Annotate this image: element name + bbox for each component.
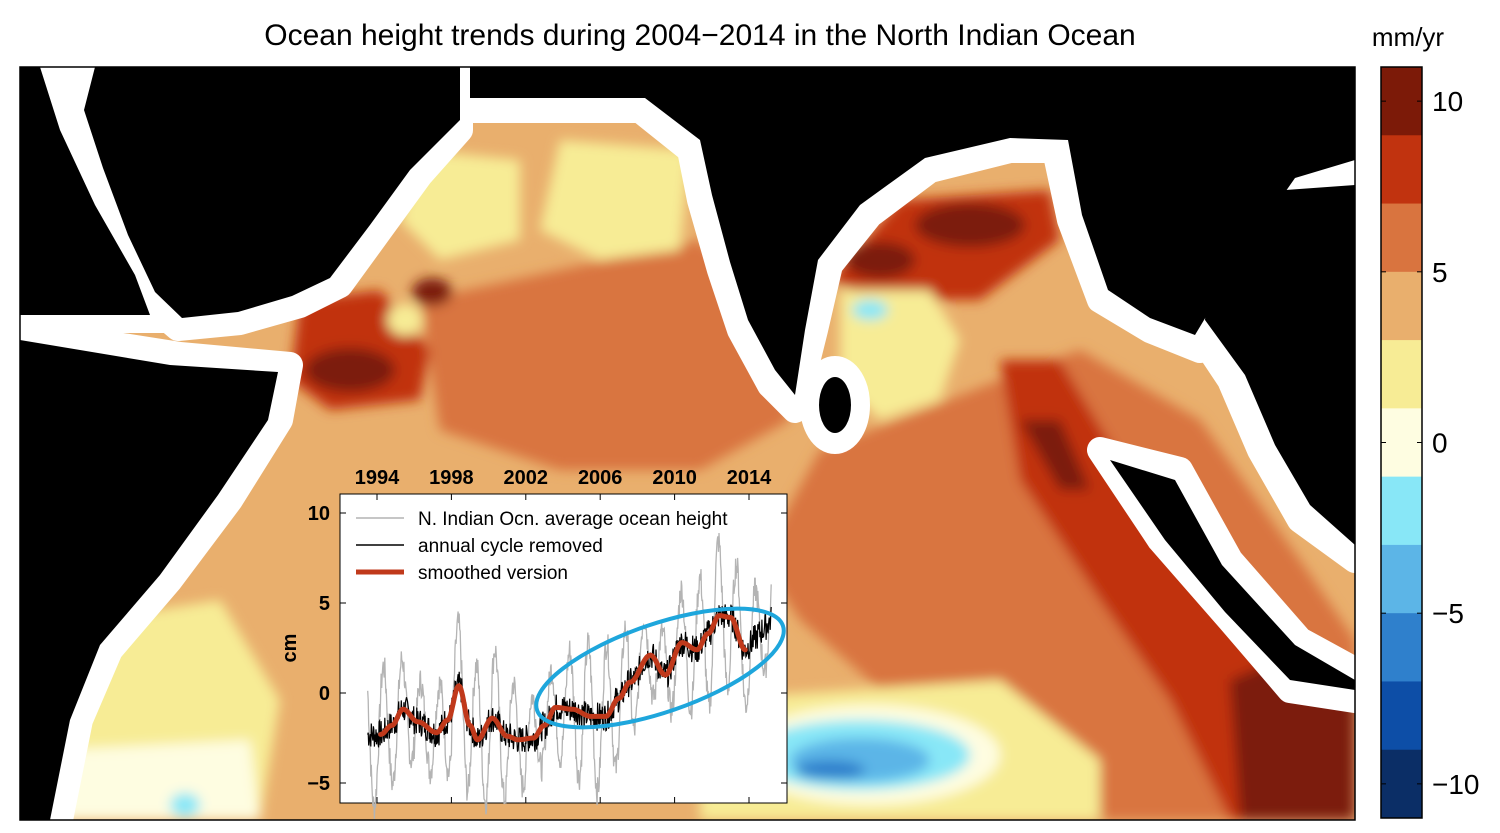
colorbar-tick-label: 5 <box>1432 257 1448 288</box>
colorbar-band <box>1381 408 1422 478</box>
legend-label: smoothed version <box>418 563 568 584</box>
axis-ticks <box>340 494 787 803</box>
colorbar-unit: mm/yr <box>1372 22 1445 52</box>
colorbar-band <box>1381 203 1422 273</box>
colorbar <box>1380 66 1423 819</box>
inset-chart: 1994 1998 2002 2006 2010 2014 10 5 0 −5 … <box>279 467 788 820</box>
land-asia-india <box>470 67 1355 395</box>
colorbar-tick-label: −10 <box>1432 769 1480 800</box>
series-smoothed <box>378 613 748 743</box>
x-tick-label: 2006 <box>578 467 623 489</box>
colorbar-band <box>1381 749 1422 819</box>
x-tick-label: 2014 <box>727 467 772 489</box>
land-southeast-asia <box>1205 185 1355 545</box>
legend-label: N. Indian Ocn. average ocean height <box>418 509 728 530</box>
colorbar-band <box>1381 476 1422 546</box>
colorbar-tick-label: −5 <box>1432 598 1464 629</box>
land-arabia <box>84 67 460 318</box>
land-sumatra <box>1110 460 1355 690</box>
colorbar-band <box>1381 681 1422 751</box>
map-title: Ocean height trends during 2004−2014 in … <box>264 19 1135 52</box>
y-axis-label: cm <box>279 634 301 663</box>
y-tick-label: −5 <box>307 773 330 795</box>
x-tick-label: 1998 <box>429 467 474 489</box>
colorbar-tick-label: 0 <box>1432 428 1448 459</box>
land-africa-north <box>20 67 150 315</box>
colorbar-tick-label: 10 <box>1432 86 1463 117</box>
trend-map <box>20 67 1355 820</box>
x-tick-label: 1994 <box>355 467 400 489</box>
x-tick-label: 2002 <box>504 467 549 489</box>
colorbar-band <box>1381 613 1422 682</box>
y-tick-label: 5 <box>319 593 330 615</box>
colorbar-band <box>1381 271 1422 341</box>
land-sri-lanka <box>819 377 851 433</box>
map-frame <box>19 66 1356 821</box>
y-tick-label: 0 <box>319 683 330 705</box>
land-africa-horn <box>20 340 278 820</box>
legend-label: annual cycle removed <box>418 536 603 557</box>
x-tick-label: 2010 <box>652 467 697 489</box>
colorbar-band <box>1381 544 1422 614</box>
legend: N. Indian Ocn. average ocean height annu… <box>356 509 728 584</box>
series-annual-cycle-removed <box>367 604 772 753</box>
colorbar-band <box>1381 67 1422 136</box>
highlight-ellipse <box>534 606 786 730</box>
colorbar-band <box>1381 340 1422 409</box>
series-average-ocean-height <box>367 532 772 820</box>
y-tick-label: 10 <box>308 503 330 525</box>
land <box>20 67 1355 820</box>
colorbar-ticks: 10 5 0 −5 −10 <box>1432 86 1480 800</box>
colorbar-band <box>1381 135 1422 205</box>
